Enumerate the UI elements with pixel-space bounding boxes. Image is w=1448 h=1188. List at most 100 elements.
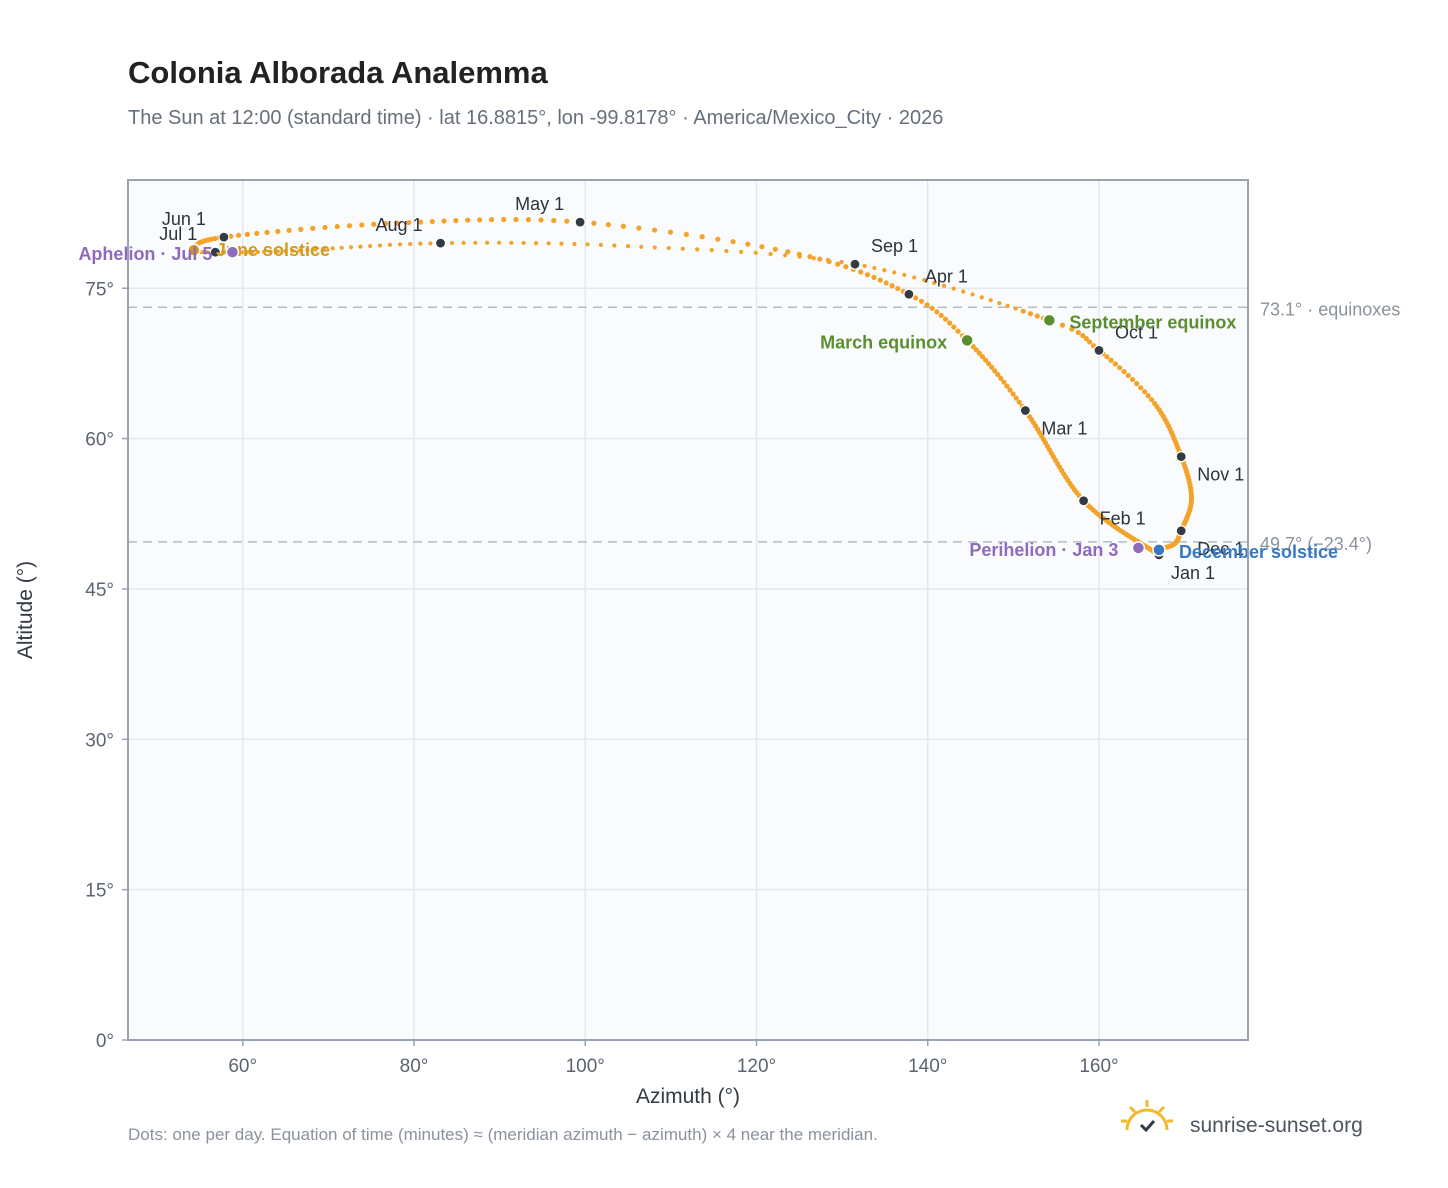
daily-dot [941, 283, 947, 288]
daily-dot [620, 223, 627, 229]
daily-dot [598, 242, 603, 248]
daily-dot [768, 251, 773, 257]
daily-dot [759, 244, 765, 250]
month-label: Feb 1 [1100, 509, 1146, 529]
daily-dot [1104, 354, 1110, 360]
daily-dot [334, 223, 340, 230]
daily-dot [982, 357, 989, 363]
month-label: Jul 1 [159, 224, 197, 244]
daily-dot [979, 354, 986, 360]
daily-dot [219, 250, 225, 255]
daily-dot [730, 239, 736, 245]
daily-dot [738, 249, 744, 254]
x-tick-label: 160° [1079, 1056, 1118, 1077]
daily-dot [858, 269, 864, 275]
daily-dot [244, 231, 250, 237]
daily-dot [877, 277, 883, 283]
event-label: March equinox [820, 332, 947, 352]
daily-dot [441, 218, 447, 224]
month-marker [574, 216, 586, 228]
daily-dot [1020, 308, 1026, 314]
footnote: Dots: one per day. Equation of time (min… [128, 1125, 878, 1144]
y-tick-label: 45° [85, 580, 114, 601]
daily-dot [322, 224, 328, 231]
daily-dot [346, 223, 353, 229]
daily-dot [680, 246, 685, 251]
daily-dot [979, 295, 984, 300]
plot-frame [127, 179, 1249, 1041]
daily-dot [989, 364, 995, 370]
month-label: Apr 1 [925, 266, 968, 286]
x-tick-label: 60° [228, 1056, 257, 1077]
event-label: Perihelion · Jan 3 [969, 540, 1118, 560]
daily-dot [1001, 379, 1007, 385]
y-tick-label: 15° [85, 881, 114, 902]
daily-dot [461, 240, 466, 245]
daily-dot [955, 328, 961, 334]
daily-dot [417, 219, 424, 225]
daily-dot [612, 243, 617, 248]
month-marker [1175, 525, 1187, 537]
y-tick-label: 75° [85, 279, 114, 300]
daily-dot [924, 302, 930, 308]
daily-dot [892, 270, 897, 275]
event-marker [1042, 313, 1057, 328]
daily-dot [951, 286, 956, 291]
daily-dot [275, 228, 281, 234]
month-label: Aug 1 [375, 215, 422, 235]
reference-lines: 73.1° · equinoxes 49.7° (−23.4°) [128, 299, 1400, 554]
daily-dot [501, 216, 507, 223]
daily-dot [585, 242, 590, 247]
month-label: Oct 1 [1115, 322, 1158, 342]
event-marker [1131, 541, 1146, 555]
month-marker [1019, 404, 1031, 417]
event-marker [1152, 543, 1166, 557]
daily-dot [970, 292, 975, 297]
daily-dot [652, 245, 657, 250]
daily-dot [1148, 397, 1155, 403]
daily-dot [1004, 383, 1010, 389]
event-label: September equinox [1069, 312, 1236, 332]
month-marker [1077, 495, 1090, 507]
y-tick-label: 30° [85, 730, 114, 751]
daily-dot [321, 246, 327, 252]
daily-dot [817, 256, 823, 262]
daily-dot [591, 220, 597, 226]
daily-dot [976, 350, 983, 356]
daily-dot [745, 241, 751, 247]
month-marker [434, 237, 447, 249]
daily-dot [882, 268, 887, 273]
daily-dot [715, 236, 721, 242]
page-subtitle: The Sun at 12:00 (standard time) · lat 1… [128, 107, 943, 129]
month-label: Dec 1 [1197, 539, 1244, 559]
daily-dot [1125, 372, 1131, 379]
daily-dot [902, 272, 907, 277]
daily-dot [1027, 311, 1034, 317]
daily-dot [477, 217, 483, 223]
daily-dot [988, 298, 993, 303]
daily-dot [1013, 395, 1019, 401]
daily-dot [525, 217, 531, 223]
daily-dot [929, 305, 935, 311]
daily-dot [895, 285, 901, 292]
event-label: Aphelion · Jul 5 [78, 244, 212, 264]
daily-dot [666, 245, 671, 251]
daily-dot [298, 226, 304, 232]
daily-dot [985, 360, 992, 367]
daily-dot [1134, 381, 1140, 387]
month-label: May 1 [515, 194, 564, 214]
daily-dot [453, 217, 459, 224]
daily-dot [359, 222, 365, 228]
daily-dot [1108, 357, 1114, 363]
daily-dot [605, 222, 611, 228]
daily-dot [785, 249, 791, 255]
daily-dot [699, 234, 705, 240]
daily-dot [275, 249, 280, 254]
daily-dot [912, 275, 917, 280]
daily-dot [485, 240, 490, 245]
daily-dot [201, 250, 206, 255]
daily-dot [1080, 332, 1086, 339]
daily-dot [1075, 329, 1081, 336]
daily-dot [1129, 376, 1136, 383]
daily-dot [538, 217, 544, 223]
